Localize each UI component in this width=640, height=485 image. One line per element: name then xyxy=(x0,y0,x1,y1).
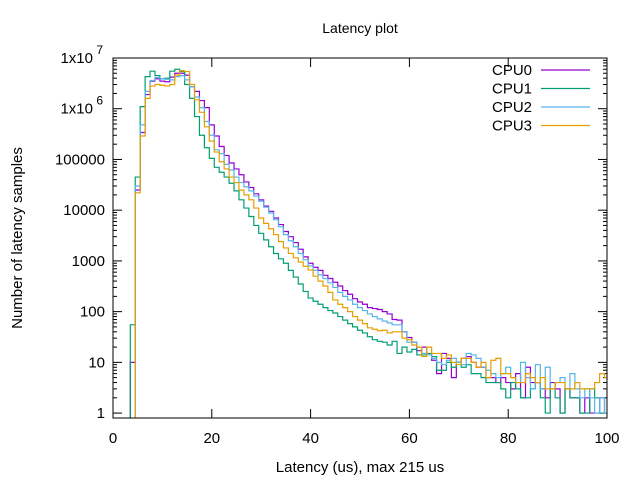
y-tick-label-exponent: 7 xyxy=(96,43,103,57)
x-tick-label: 40 xyxy=(302,430,319,447)
series-line-cpu3 xyxy=(134,70,607,418)
x-tick-label: 0 xyxy=(109,430,117,447)
series-line-cpu1 xyxy=(129,68,607,418)
y-tick-label-exponent: 6 xyxy=(96,94,103,108)
y-axis-label: Number of latency samples xyxy=(9,147,26,329)
y-tick-label: 1x10 xyxy=(60,50,93,67)
y-tick-label: 100 xyxy=(80,304,105,321)
series-line-cpu0 xyxy=(129,72,607,418)
legend-label: CPU0 xyxy=(492,62,532,79)
chart-title: Latency plot xyxy=(322,20,398,36)
x-axis-label: Latency (us), max 215 us xyxy=(276,459,444,476)
plot-border xyxy=(112,57,608,419)
legend-label: CPU2 xyxy=(492,99,532,116)
y-tick-label: 10000 xyxy=(63,202,105,219)
legend-label: CPU3 xyxy=(492,118,532,135)
x-tick-label: 80 xyxy=(500,430,517,447)
x-tick-label: 100 xyxy=(594,430,619,447)
series-group xyxy=(129,68,607,418)
legend-label: CPU1 xyxy=(492,81,532,98)
y-tick-label: 1x10 xyxy=(60,101,93,118)
x-tick-label: 60 xyxy=(401,430,418,447)
y-tick-label: 10 xyxy=(88,354,105,371)
y-tick-label: 1 xyxy=(97,405,105,422)
x-tick-label: 20 xyxy=(203,430,220,447)
series-line-cpu2 xyxy=(134,74,607,418)
y-tick-label: 1000 xyxy=(72,253,105,270)
y-tick-label: 100000 xyxy=(55,151,105,168)
